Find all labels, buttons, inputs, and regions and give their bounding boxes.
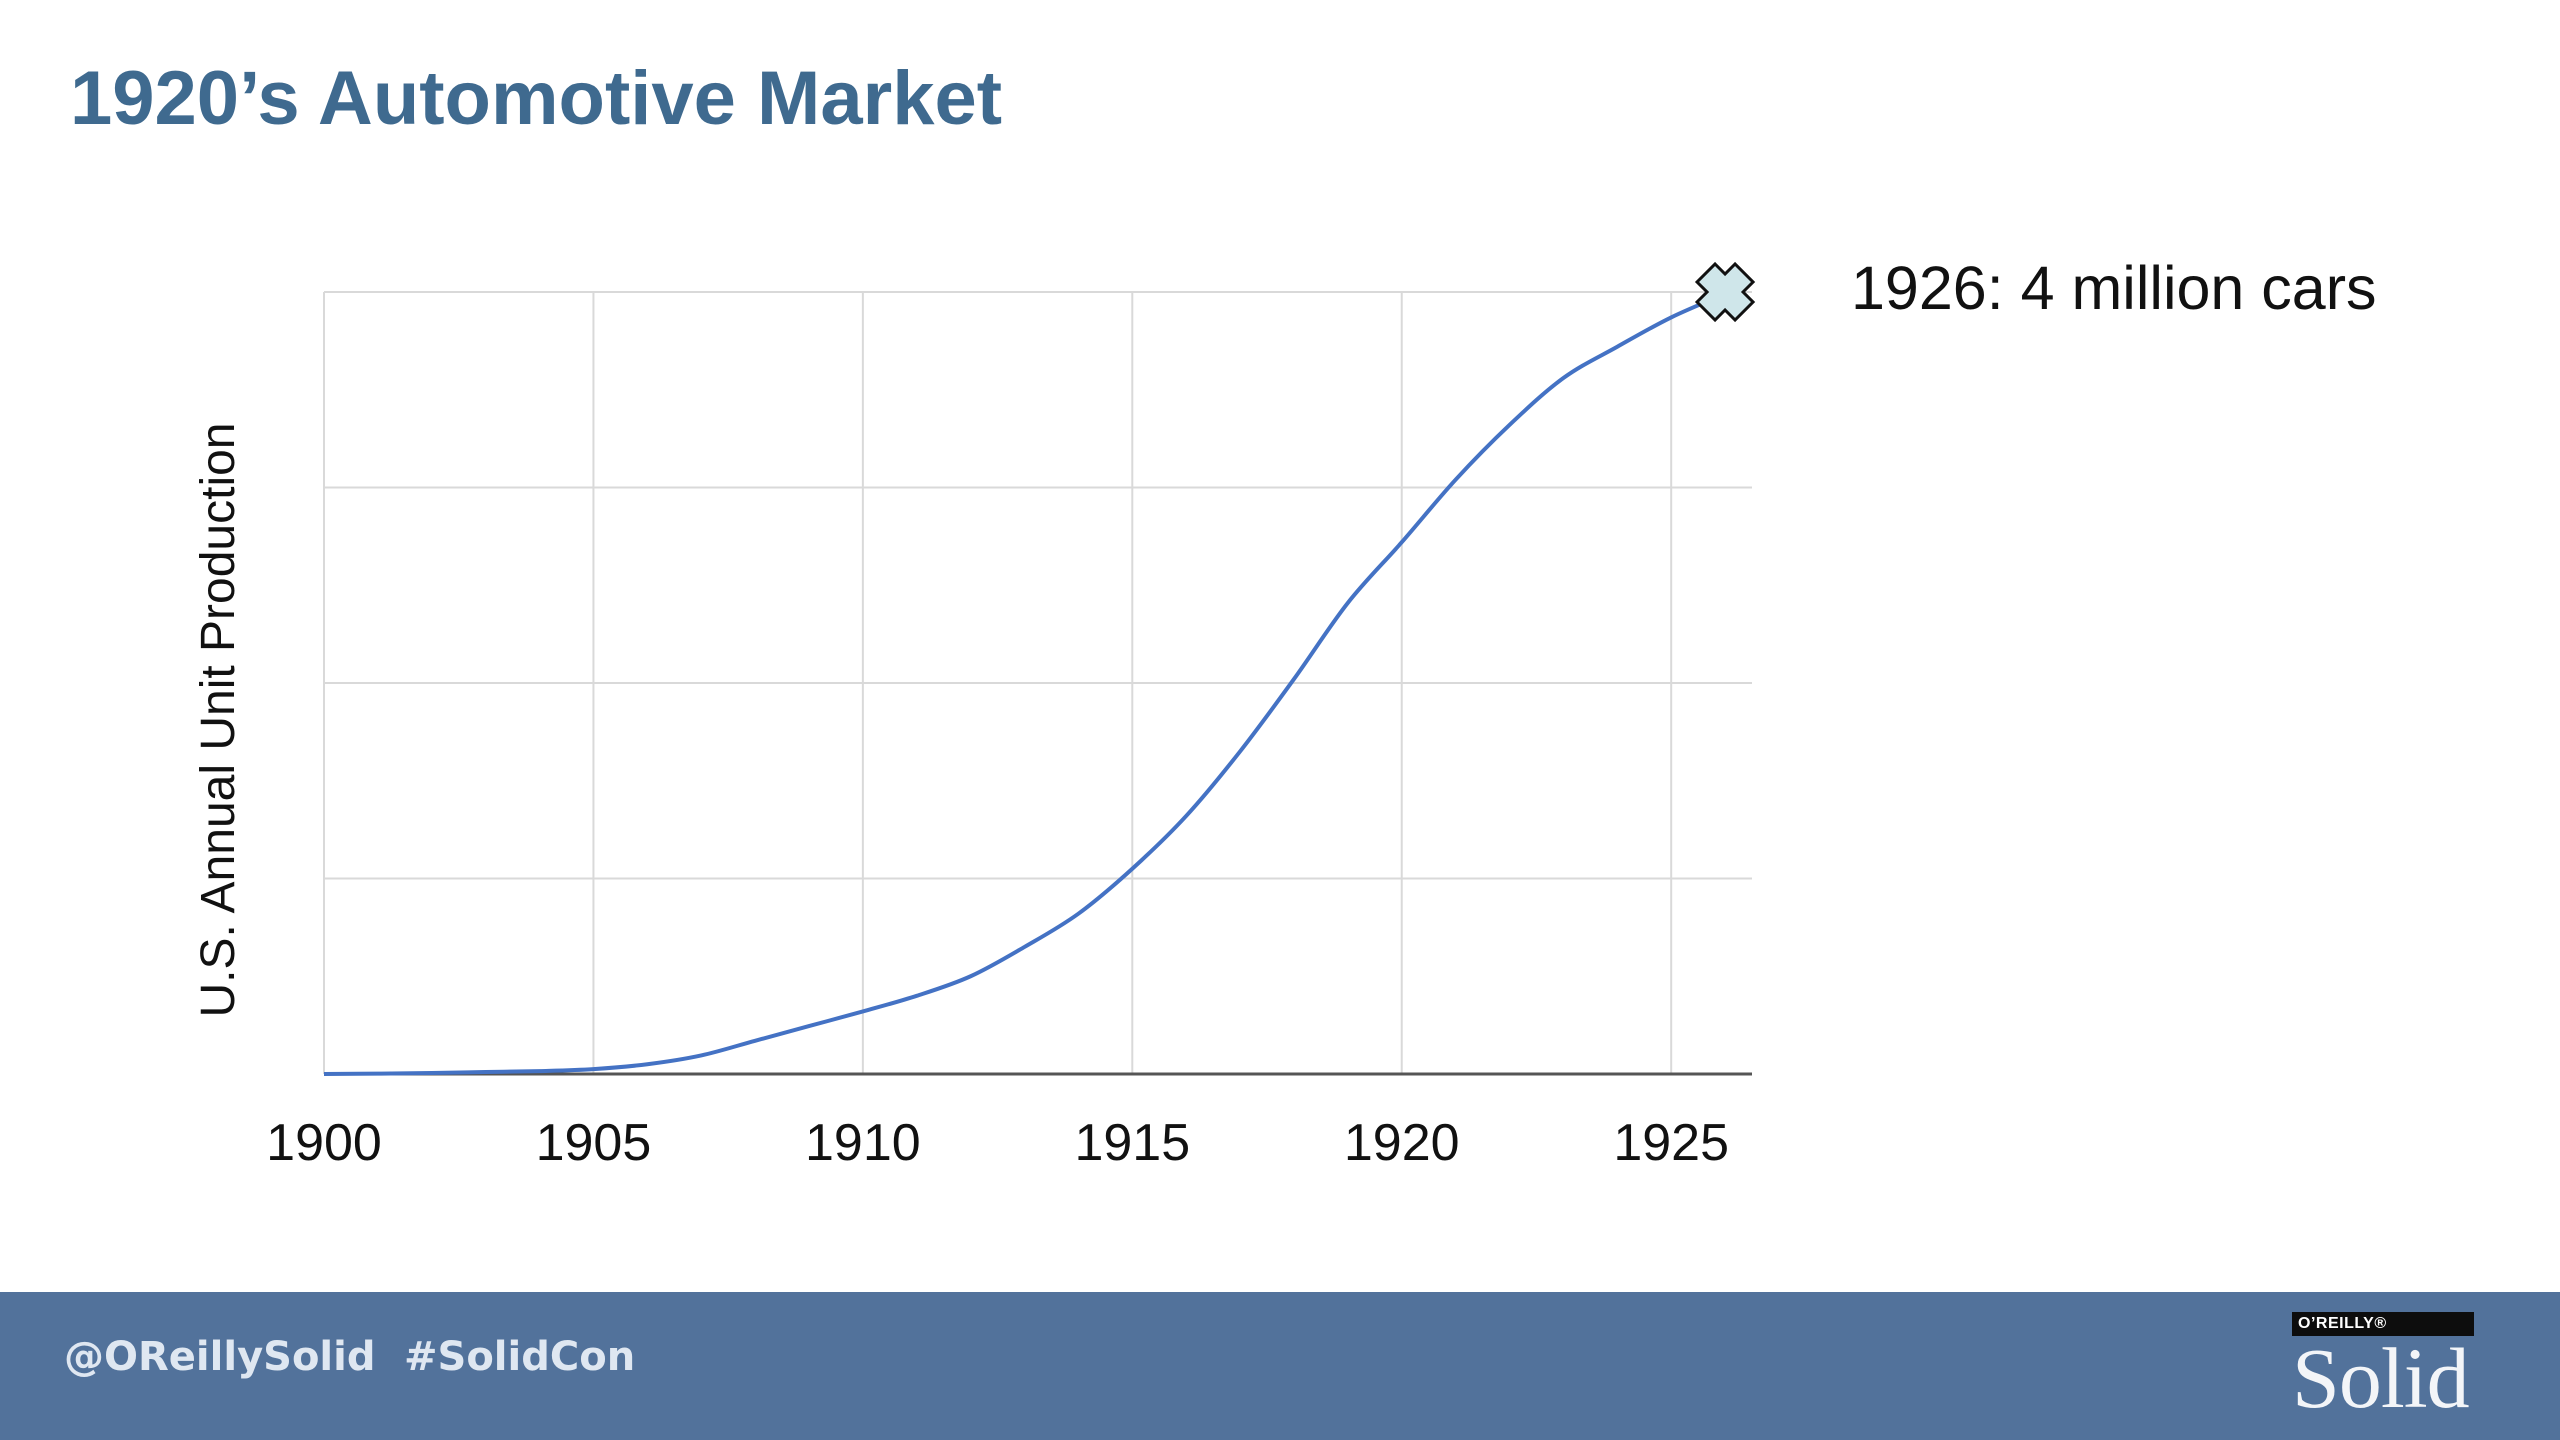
x-tick-label: 1900 [266, 1114, 382, 1172]
x-tick-labels: 1900 1905 1910 1915 1920 1925 [266, 1114, 1729, 1172]
y-axis-label: U.S. Annual Unit Production [192, 422, 245, 1017]
cross-marker [1694, 261, 1756, 323]
series-line [323, 292, 1726, 1076]
slide-title: 1920’s Automotive Market [70, 56, 1003, 141]
oreilly-solid-logo: O’REILLY® Solid [2292, 1312, 2478, 1426]
line-chart: 1900 1905 1910 1915 1920 1925 U.S. Annual Uni… [192, 261, 1756, 1172]
solid-wordmark: Solid [2292, 1330, 2470, 1426]
oreilly-wordmark: O’REILLY® [2292, 1312, 2474, 1336]
chart-grid [323, 291, 1752, 1075]
chart-series [323, 292, 1726, 1076]
x-tick-label: 1925 [1613, 1114, 1729, 1172]
hashtag[interactable]: #SolidCon [404, 1334, 636, 1380]
twitter-handle[interactable]: @OReillySolid [64, 1334, 376, 1380]
chart-markers [1694, 261, 1756, 323]
chart-annotation: 1926: 4 million cars [1851, 254, 2377, 322]
x-tick-label: 1915 [1074, 1114, 1190, 1172]
x-tick-label: 1910 [805, 1114, 921, 1172]
footer-bar: @OReillySolid #SolidCon O’REILLY® Solid [0, 1292, 2560, 1440]
x-tick-label: 1905 [536, 1114, 652, 1172]
x-tick-label: 1920 [1344, 1114, 1460, 1172]
